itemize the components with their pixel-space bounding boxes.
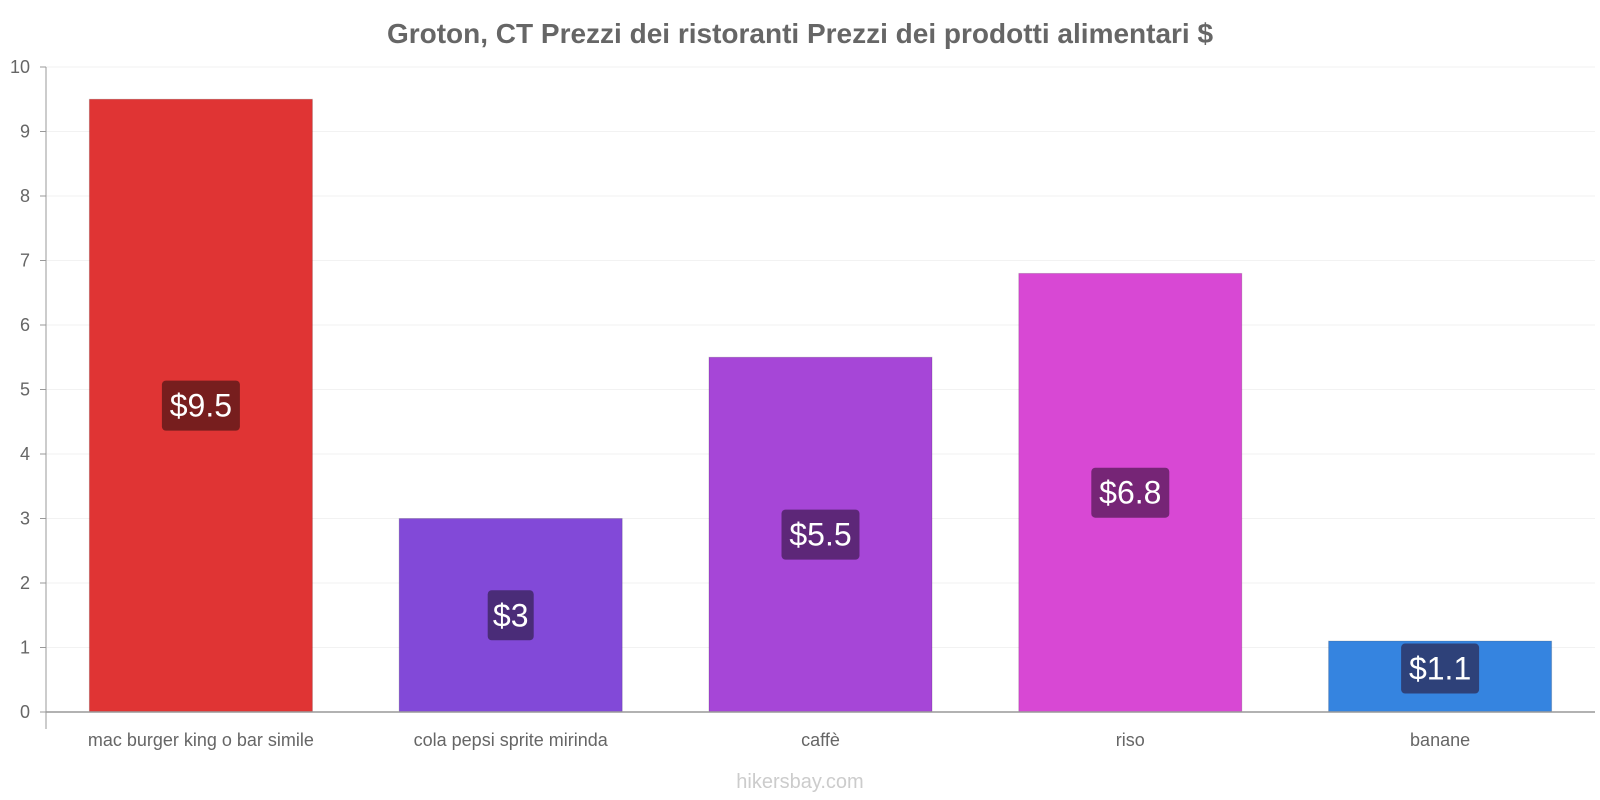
y-tick-label: 9 [20, 122, 30, 142]
x-tick-label: riso [1116, 730, 1145, 750]
value-label: $6.8 [1099, 475, 1161, 511]
value-label: $3 [493, 597, 529, 633]
y-tick-label: 2 [20, 573, 30, 593]
value-label: $1.1 [1409, 651, 1471, 687]
value-label-bg [781, 509, 860, 560]
y-tick-label: 8 [20, 186, 30, 206]
watermark: hikersbay.com [736, 771, 863, 793]
y-tick-label: 6 [20, 315, 30, 335]
bars [88, 98, 1553, 713]
value-label: $9.5 [170, 388, 232, 424]
y-tick-label: 5 [20, 380, 30, 400]
y-tick-label: 7 [20, 251, 30, 271]
x-tick-label: mac burger king o bar simile [88, 730, 314, 750]
y-tick-label: 10 [10, 57, 30, 77]
x-tick-label: banane [1410, 730, 1470, 750]
value-label: $5.5 [789, 517, 851, 553]
y-tick-label: 1 [20, 638, 30, 658]
axes: 0 1 2 3 4 5 6 7 8 9 10 mac burger king o bar simile… [10, 57, 1595, 750]
value-labels: $9.5 $3 $5.5 $6.8 $1.1 [161, 380, 1480, 694]
value-label-bg [1091, 467, 1170, 518]
value-label-bg [1401, 643, 1480, 694]
value-label-bg [161, 380, 240, 431]
x-tick-label: caffè [801, 730, 840, 750]
value-label-bg [487, 590, 534, 641]
y-tick-label: 4 [20, 444, 30, 464]
chart-title: Groton, CT Prezzi dei ristoranti Prezzi … [387, 18, 1214, 49]
y-tick-label: 0 [20, 702, 30, 722]
x-tick-label: cola pepsi sprite mirinda [414, 730, 609, 750]
y-tick-label: 3 [20, 509, 30, 529]
